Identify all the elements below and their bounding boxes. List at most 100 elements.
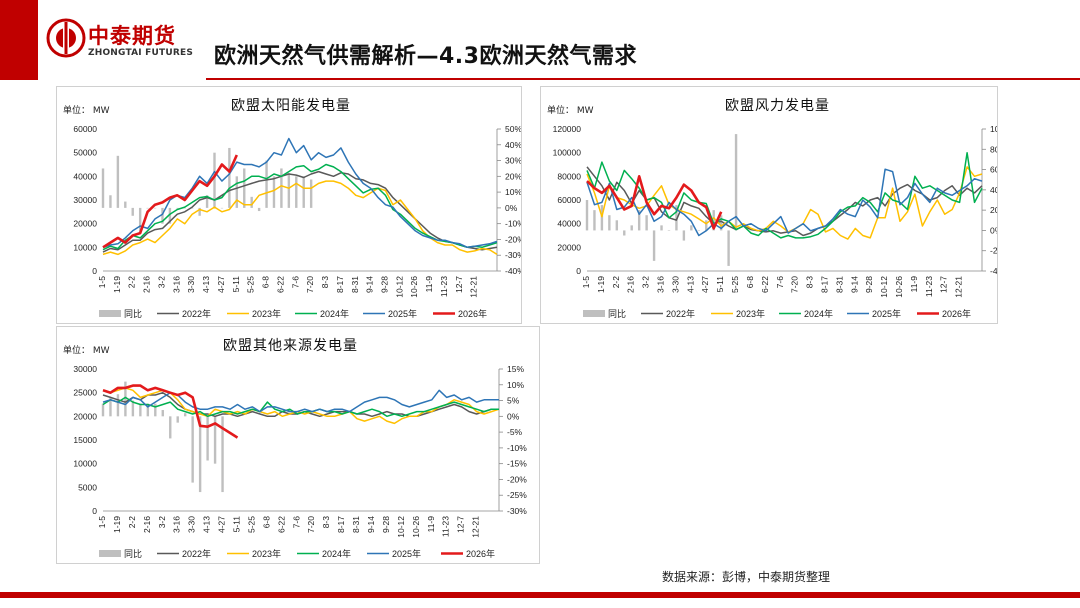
- legend-label: 2026年: [942, 308, 971, 319]
- chart-plot: 0 5000 10000 15000 20000 25000 30000 -30% -25% -2…: [73, 364, 527, 538]
- x-axis-tick-label: 9-28: [381, 516, 391, 533]
- x-axis-tick-label: 10-26: [894, 276, 904, 298]
- x-axis-tick-label: 10-26: [411, 516, 421, 538]
- x-axis-tick-label: 11-9: [426, 516, 436, 533]
- yoy-bar: [280, 168, 283, 208]
- x-axis-tick-label: 2-16: [142, 276, 152, 293]
- yoy-bar: [176, 207, 179, 209]
- yoy-bar: [667, 230, 671, 231]
- y-axis-tick-label: 0: [92, 506, 97, 516]
- x-axis-tick-label: 9-28: [864, 276, 874, 293]
- y-axis-tick-label: 10000: [73, 242, 97, 252]
- chart-unit-label: 单位： MW: [63, 106, 110, 116]
- yoy-bar: [221, 416, 224, 493]
- wind-chart-svg: 0 20000 40000 60000 80000 100000 120000 -40% -20…: [553, 124, 997, 319]
- yoy-bar: [146, 403, 150, 417]
- yoy-bar: [205, 195, 209, 208]
- yoy-bar: [109, 195, 112, 208]
- yoy-bar: [206, 416, 209, 461]
- y2-axis-tick-label: 20%: [505, 171, 521, 181]
- y2-axis-tick-label: 10%: [507, 380, 524, 390]
- yoy-bar: [154, 403, 157, 417]
- y2-axis-tick-label: -30%: [507, 506, 527, 516]
- x-axis-tick-label: 1-19: [112, 516, 122, 533]
- header-divider: [206, 78, 1080, 80]
- x-axis-tick-label: 12-7: [939, 276, 949, 293]
- yoy-bar: [198, 207, 201, 216]
- y2-axis-tick-label: -20%: [505, 234, 521, 244]
- yoy-bar: [243, 168, 246, 208]
- x-axis-tick-label: 3-16: [171, 276, 181, 293]
- x-axis-tick-label: 7-20: [306, 516, 316, 533]
- y2-axis-tick-label: 50%: [505, 124, 521, 134]
- yoy-bar: [623, 230, 626, 236]
- series-line-2026: [102, 154, 238, 249]
- y2-axis-tick-label: 5%: [507, 396, 520, 406]
- yoy-bar: [228, 147, 231, 208]
- chart-unit-label: 单位： MW: [547, 106, 594, 116]
- y-axis-tick-label: 0: [576, 266, 581, 276]
- yoy-bar: [637, 210, 641, 231]
- chart-panel-wind: 单位： MW 欧盟风力发电量 0 20000 40000 60000 80000 1000…: [540, 86, 998, 324]
- x-axis-tick-label: 7-6: [290, 276, 300, 289]
- logo-chinese-text: 中泰期货: [88, 24, 176, 48]
- x-axis-tick-label: 5-25: [730, 276, 740, 293]
- y2-axis-tick-label: 0%: [505, 203, 518, 213]
- x-axis-tick-label: 11-23: [439, 276, 449, 297]
- y-axis-tick-label: 40000: [73, 171, 97, 181]
- y2-axis-tick-label: 10%: [505, 187, 521, 197]
- y-axis-tick-label: 20000: [73, 219, 97, 229]
- x-axis-tick-label: 6-8: [261, 516, 271, 529]
- legend-label: 2022年: [182, 548, 211, 559]
- yoy-bar: [690, 225, 693, 231]
- series-line-2026: [102, 384, 239, 439]
- yoy-bar: [630, 225, 633, 231]
- yoy-bar: [295, 176, 298, 208]
- x-axis-tick-label: 8-31: [834, 276, 844, 293]
- x-axis-tick-label: 4-27: [700, 276, 710, 293]
- x-axis-tick-label: 8-31: [351, 516, 361, 533]
- y-axis-tick-label: 20000: [73, 411, 97, 421]
- x-axis-tick-label: 5-25: [246, 276, 256, 293]
- yoy-bar: [608, 215, 611, 231]
- x-axis-tick-label: 5-25: [246, 516, 256, 533]
- x-axis-tick-label: 2-2: [127, 516, 137, 529]
- y2-axis-tick-label: -25%: [507, 490, 527, 500]
- series-line-2024: [102, 396, 499, 418]
- x-axis-tick-label: 2-16: [626, 276, 636, 293]
- series-line-2023: [586, 166, 983, 240]
- y-axis-tick-label: 25000: [73, 388, 97, 398]
- series-line-2026: [586, 175, 723, 230]
- x-axis-tick-label: 7-20: [305, 276, 315, 293]
- y2-axis-tick-label: -10%: [507, 443, 527, 453]
- y-axis-tick-label: 15000: [73, 435, 97, 445]
- yoy-bar: [213, 416, 217, 464]
- y2-axis-tick-label: 0%: [990, 225, 997, 235]
- x-axis-tick-label: 2-2: [127, 276, 137, 289]
- yoy-bar: [101, 403, 105, 417]
- series-line-2022: [102, 170, 498, 253]
- yoy-bar: [139, 403, 142, 417]
- x-axis-tick-label: 1-19: [112, 276, 122, 293]
- series-line-2025: [102, 137, 498, 249]
- yoy-bar: [593, 210, 596, 231]
- yoy-bar: [660, 225, 663, 231]
- legend-label: 2022年: [666, 308, 695, 319]
- x-axis-tick-label: 8-17: [335, 276, 345, 293]
- yoy-bar: [153, 207, 157, 209]
- y2-axis-tick-label: 15%: [507, 364, 524, 374]
- x-axis-tick-label: 6-8: [261, 276, 271, 289]
- x-axis-tick-label: 7-20: [790, 276, 800, 293]
- yoy-bar: [734, 134, 738, 231]
- y2-axis-tick-label: -5%: [507, 427, 523, 437]
- yoy-bar: [124, 381, 127, 417]
- yoy-bar: [213, 152, 216, 208]
- x-axis-tick-label: 3-30: [187, 516, 197, 533]
- legend-label: 2024年: [320, 308, 349, 319]
- yoy-bar: [727, 230, 730, 266]
- x-axis-tick-label: 12-21: [954, 276, 964, 298]
- x-axis-tick-label: 7-6: [291, 516, 301, 529]
- x-axis-tick-label: 1-5: [97, 276, 107, 289]
- y2-axis-tick-label: -15%: [507, 459, 527, 469]
- series-line-2025: [586, 168, 983, 237]
